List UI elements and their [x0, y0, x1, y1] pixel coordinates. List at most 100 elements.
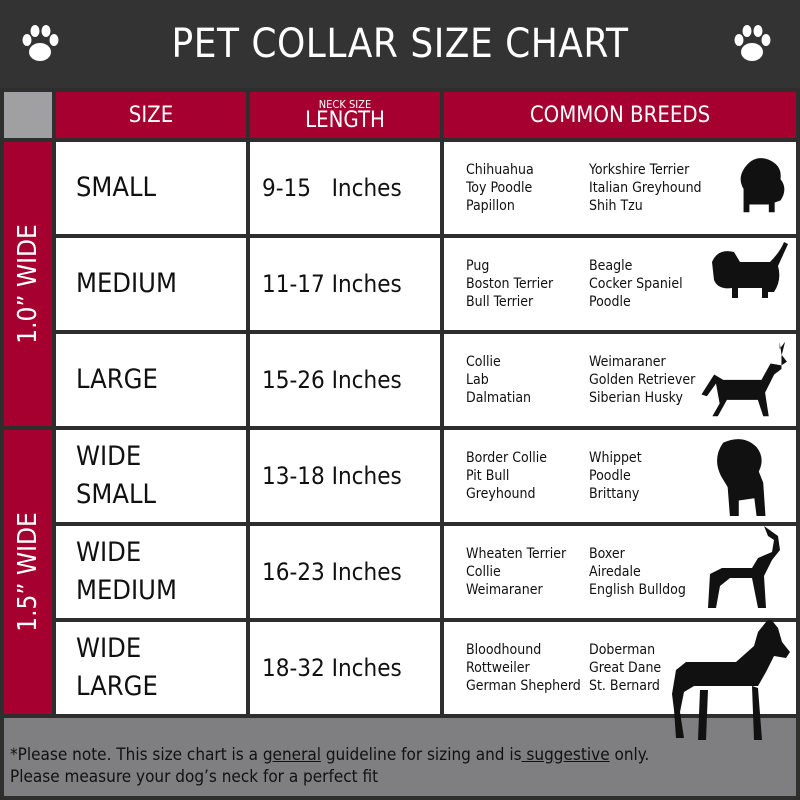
note-underline: general — [262, 745, 321, 765]
breed-name: Pit Bull — [466, 468, 510, 484]
breed-name: Airedale — [589, 564, 641, 580]
size-header-label: SIZE — [128, 102, 174, 128]
length-value: 9-15 Inches — [262, 174, 402, 202]
breeds-cell: Bloodhound Rottweiler German Shepherd Dober… — [444, 622, 796, 714]
note-text: *Please note. This size chart is a — [10, 745, 263, 765]
length-cell: 13-18 Inches — [250, 430, 440, 522]
size-cell: SMALL — [56, 142, 246, 234]
note-line-2: Please measure your dog’s neck for a per… — [10, 767, 379, 787]
group-label: 1.0” WIDE — [13, 224, 44, 344]
breed-list: Chihuahua Toy Poodle Papillon — [466, 161, 589, 215]
breed-list: Weimaraner Golden Retriever Siberian Husky — [589, 353, 712, 407]
doberman-silhouette-icon — [672, 620, 790, 740]
length-value: 11-17 Inches — [262, 270, 402, 298]
breed-name: Rottweiler — [466, 660, 530, 676]
length-cell: 15-26 Inches — [250, 334, 440, 426]
breed-name: Greyhound — [466, 486, 536, 502]
breed-list: Whippet Poodle Brittany — [589, 449, 712, 503]
breed-name: Golden Retriever — [589, 372, 696, 388]
length-cell: 18-32 Inches — [250, 622, 440, 714]
column-header-length: NECK SIZE LENGTH — [250, 92, 440, 138]
size-cell: WIDE LARGE — [56, 622, 246, 714]
breed-list: Pug Boston Terrier Bull Terrier — [466, 257, 589, 311]
breed-name: Brittany — [589, 486, 640, 502]
breeds-cell: Chihuahua Toy Poodle Papillon Yorkshire Ter… — [444, 142, 796, 234]
breed-name: Poodle — [589, 468, 631, 484]
length-value: 18-32 Inches — [262, 654, 402, 682]
breed-name: Chihuahua — [466, 162, 534, 178]
breed-name: Weimaraner — [589, 354, 666, 370]
breed-list: Bloodhound Rottweiler German Shepherd — [466, 641, 589, 695]
breed-name: Pug — [466, 258, 490, 274]
size-value: WIDE LARGE — [76, 633, 158, 702]
size-value: WIDE MEDIUM — [76, 537, 177, 606]
length-label: LENGTH — [305, 107, 385, 133]
breed-list: Doberman Great Dane St. Bernard — [589, 641, 712, 695]
size-value: MEDIUM — [76, 268, 177, 299]
size-value: WIDE SMALL — [76, 441, 157, 510]
length-cell: 11-17 Inches — [250, 238, 440, 330]
toy-dog-silhouette-icon — [740, 158, 785, 213]
breed-name: Collie — [466, 354, 501, 370]
breed-list: Boxer Airedale English Bulldog — [589, 545, 712, 599]
length-cell: 16-23 Inches — [250, 526, 440, 618]
page-title: PET COLLAR SIZE CHART — [171, 21, 629, 67]
note-text: only. — [609, 745, 650, 765]
size-value: SMALL — [76, 172, 157, 203]
size-cell: MEDIUM — [56, 238, 246, 330]
header: PET COLLAR SIZE CHART — [0, 0, 800, 88]
breed-name: Shih Tzu — [589, 198, 643, 214]
column-header-size: SIZE — [56, 92, 246, 138]
breed-name: Boxer — [589, 546, 625, 562]
note-underline: suggestive — [521, 745, 610, 765]
breed-name: Boston Terrier — [466, 276, 554, 292]
breed-name: St. Bernard — [589, 678, 660, 694]
breed-list: Beagle Cocker Spaniel Poodle — [589, 257, 712, 311]
husky-silhouette-icon — [701, 341, 787, 417]
breed-list: Border Collie Pit Bull Greyhound — [466, 449, 589, 503]
breed-name: Italian Greyhound — [589, 180, 702, 196]
breed-name: Toy Poodle — [466, 180, 533, 196]
beagle-silhouette-icon — [712, 242, 788, 298]
bulldog-silhouette-icon — [717, 439, 766, 516]
breed-name: Whippet — [589, 450, 642, 466]
breed-name: Dalmatian — [466, 390, 532, 406]
breed-name: Yorkshire Terrier — [589, 162, 690, 178]
neck-size-label: NECK SIZE — [318, 97, 372, 111]
breed-name: Doberman — [589, 642, 656, 658]
breed-name: Wheaten Terrier — [466, 546, 567, 562]
breed-name: Papillon — [466, 198, 515, 214]
breed-name: Weimaraner — [466, 582, 543, 598]
breed-list: Yorkshire Terrier Italian Greyhound Shih T… — [589, 161, 712, 215]
paw-print-icon — [734, 25, 771, 61]
length-value: 16-23 Inches — [262, 558, 402, 586]
breed-name: Bloodhound — [466, 642, 542, 658]
group-1-inch-wide: 1.0” WIDE — [4, 142, 52, 426]
size-cell: WIDE SMALL — [56, 430, 246, 522]
length-cell: 9-15 Inches — [250, 142, 440, 234]
paw-print-icon — [22, 25, 59, 61]
footer-note: *Please note. This size chart is a gener… — [4, 718, 796, 796]
note-text: guideline for sizing and is — [320, 745, 522, 765]
breed-name: English Bulldog — [589, 582, 686, 598]
breed-name: Poodle — [589, 294, 631, 310]
breed-name: Cocker Spaniel — [589, 276, 683, 292]
breed-name: Border Collie — [466, 450, 547, 466]
breed-name: Great Dane — [589, 660, 662, 676]
size-cell: WIDE MEDIUM — [56, 526, 246, 618]
pitbull-silhouette-icon — [708, 526, 780, 608]
breed-list: Collie Lab Dalmatian — [466, 353, 589, 407]
breed-name: Beagle — [589, 258, 633, 274]
group-1-5-inch-wide: 1.5” WIDE — [4, 430, 52, 714]
size-value: LARGE — [76, 364, 158, 395]
length-value: 15-26 Inches — [262, 366, 402, 394]
breed-name: Siberian Husky — [589, 390, 683, 406]
column-header-breeds: COMMON BREEDS — [444, 92, 796, 138]
breed-list: Wheaten Terrier Collie Weimaraner — [466, 545, 589, 599]
breeds-header-label: COMMON BREEDS — [529, 102, 711, 128]
group-label: 1.5” WIDE — [13, 512, 44, 632]
breed-name: Collie — [466, 564, 501, 580]
breed-name: Bull Terrier — [466, 294, 534, 310]
size-cell: LARGE — [56, 334, 246, 426]
corner-cell — [4, 92, 52, 138]
